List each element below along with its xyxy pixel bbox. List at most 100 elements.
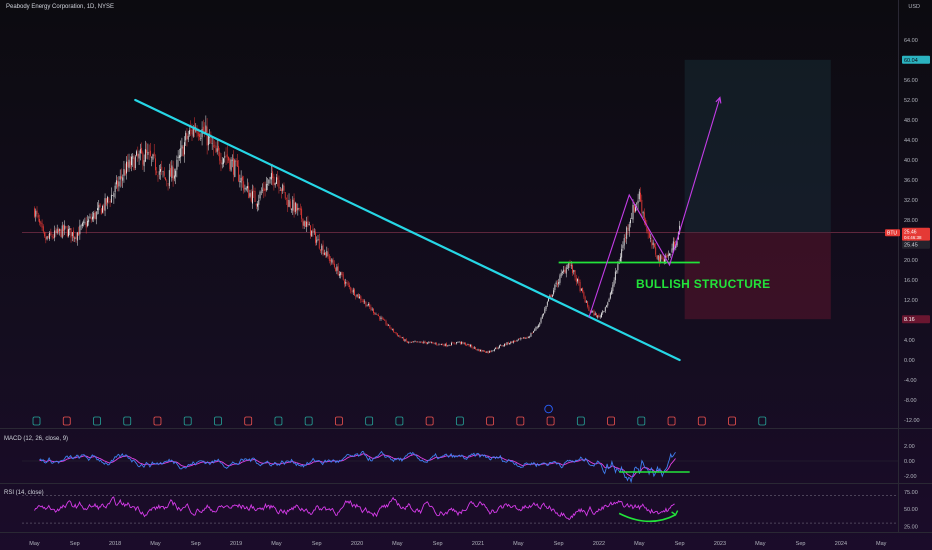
candle[interactable] <box>265 176 267 192</box>
candle[interactable] <box>274 182 276 188</box>
candle[interactable] <box>495 347 497 350</box>
candle[interactable] <box>512 340 514 344</box>
candle[interactable] <box>66 225 68 238</box>
candle[interactable] <box>341 271 343 277</box>
candle[interactable] <box>46 235 48 241</box>
candle[interactable] <box>391 328 393 331</box>
stop-price-tag[interactable]: 8.16 <box>902 315 930 324</box>
candle[interactable] <box>139 143 141 161</box>
candle[interactable] <box>97 202 98 215</box>
candle[interactable] <box>249 189 251 199</box>
candle[interactable] <box>541 313 543 319</box>
candle[interactable] <box>464 341 466 346</box>
candle[interactable] <box>138 150 140 165</box>
candle[interactable] <box>535 326 537 331</box>
candle[interactable] <box>311 230 313 237</box>
candle[interactable] <box>490 350 492 353</box>
earnings-marker[interactable] <box>486 416 495 426</box>
candle[interactable] <box>149 142 151 158</box>
candle[interactable] <box>661 254 663 260</box>
candle[interactable] <box>525 337 527 339</box>
candle[interactable] <box>225 147 227 165</box>
candle[interactable] <box>412 340 413 343</box>
candle[interactable] <box>481 349 483 353</box>
candle[interactable] <box>396 332 398 337</box>
candle[interactable] <box>366 304 368 307</box>
candle[interactable] <box>506 342 508 346</box>
candle[interactable] <box>83 219 85 227</box>
earnings-marker[interactable] <box>214 416 222 426</box>
candle[interactable] <box>659 253 660 267</box>
candle[interactable] <box>388 324 390 327</box>
candle[interactable] <box>585 299 587 303</box>
candle[interactable] <box>454 343 456 345</box>
candle[interactable] <box>623 234 625 250</box>
candle[interactable] <box>452 341 454 344</box>
candle[interactable] <box>277 171 279 187</box>
candle[interactable] <box>220 152 222 172</box>
candle[interactable] <box>211 137 213 150</box>
candle[interactable] <box>309 225 311 239</box>
candle[interactable] <box>627 224 629 235</box>
candle[interactable] <box>612 282 614 295</box>
candle[interactable] <box>330 256 332 266</box>
candle[interactable] <box>399 334 401 338</box>
candle[interactable] <box>291 208 292 213</box>
candle[interactable] <box>162 170 164 178</box>
candle[interactable] <box>141 142 143 155</box>
candle[interactable] <box>44 231 46 238</box>
candle[interactable] <box>624 233 626 243</box>
candle[interactable] <box>360 295 362 303</box>
candle[interactable] <box>165 177 166 181</box>
candle[interactable] <box>63 224 64 237</box>
candle[interactable] <box>312 223 314 237</box>
candle[interactable] <box>281 187 282 199</box>
earnings-marker[interactable] <box>697 416 706 426</box>
candle[interactable] <box>70 228 72 243</box>
candle[interactable] <box>287 194 289 213</box>
candle[interactable] <box>275 173 277 185</box>
projection-path[interactable] <box>588 97 721 318</box>
bullish-structure-annotation[interactable]: BULLISH STRUCTURE <box>636 277 771 291</box>
candle[interactable] <box>443 343 445 347</box>
earnings-marker[interactable] <box>425 416 434 426</box>
candle[interactable] <box>65 226 67 230</box>
candle[interactable] <box>297 203 299 216</box>
candle[interactable] <box>185 130 187 146</box>
candle[interactable] <box>259 190 261 201</box>
candle[interactable] <box>608 297 610 302</box>
ticker-tag[interactable]: BTU <box>885 229 900 237</box>
rsi-curve-annotation[interactable] <box>618 512 676 523</box>
candle[interactable] <box>413 341 415 343</box>
candle[interactable] <box>575 274 577 286</box>
candle[interactable] <box>37 212 39 222</box>
candle[interactable] <box>580 288 582 292</box>
candle[interactable] <box>667 250 669 261</box>
candle[interactable] <box>551 294 553 298</box>
candle[interactable] <box>384 318 386 321</box>
candle[interactable] <box>609 291 611 300</box>
close-price-tag[interactable]: 25.45 <box>902 240 930 249</box>
candle[interactable] <box>199 131 201 141</box>
candle[interactable] <box>231 154 233 168</box>
candle[interactable] <box>601 311 602 318</box>
candle[interactable] <box>674 237 676 248</box>
candle[interactable] <box>642 210 644 218</box>
candle[interactable] <box>344 279 345 288</box>
candle[interactable] <box>262 183 264 194</box>
candle[interactable] <box>134 154 136 170</box>
candle[interactable] <box>108 196 110 204</box>
candle[interactable] <box>560 269 562 278</box>
candle[interactable] <box>210 131 212 144</box>
candle[interactable] <box>407 340 408 343</box>
candle[interactable] <box>45 231 47 244</box>
candle[interactable] <box>472 346 474 350</box>
candle[interactable] <box>444 343 446 347</box>
candle[interactable] <box>598 313 600 319</box>
candle[interactable] <box>583 290 585 299</box>
candle[interactable] <box>206 118 208 155</box>
candle[interactable] <box>483 350 485 353</box>
candle[interactable] <box>243 175 245 194</box>
candle[interactable] <box>112 195 114 196</box>
candle[interactable] <box>252 184 253 209</box>
